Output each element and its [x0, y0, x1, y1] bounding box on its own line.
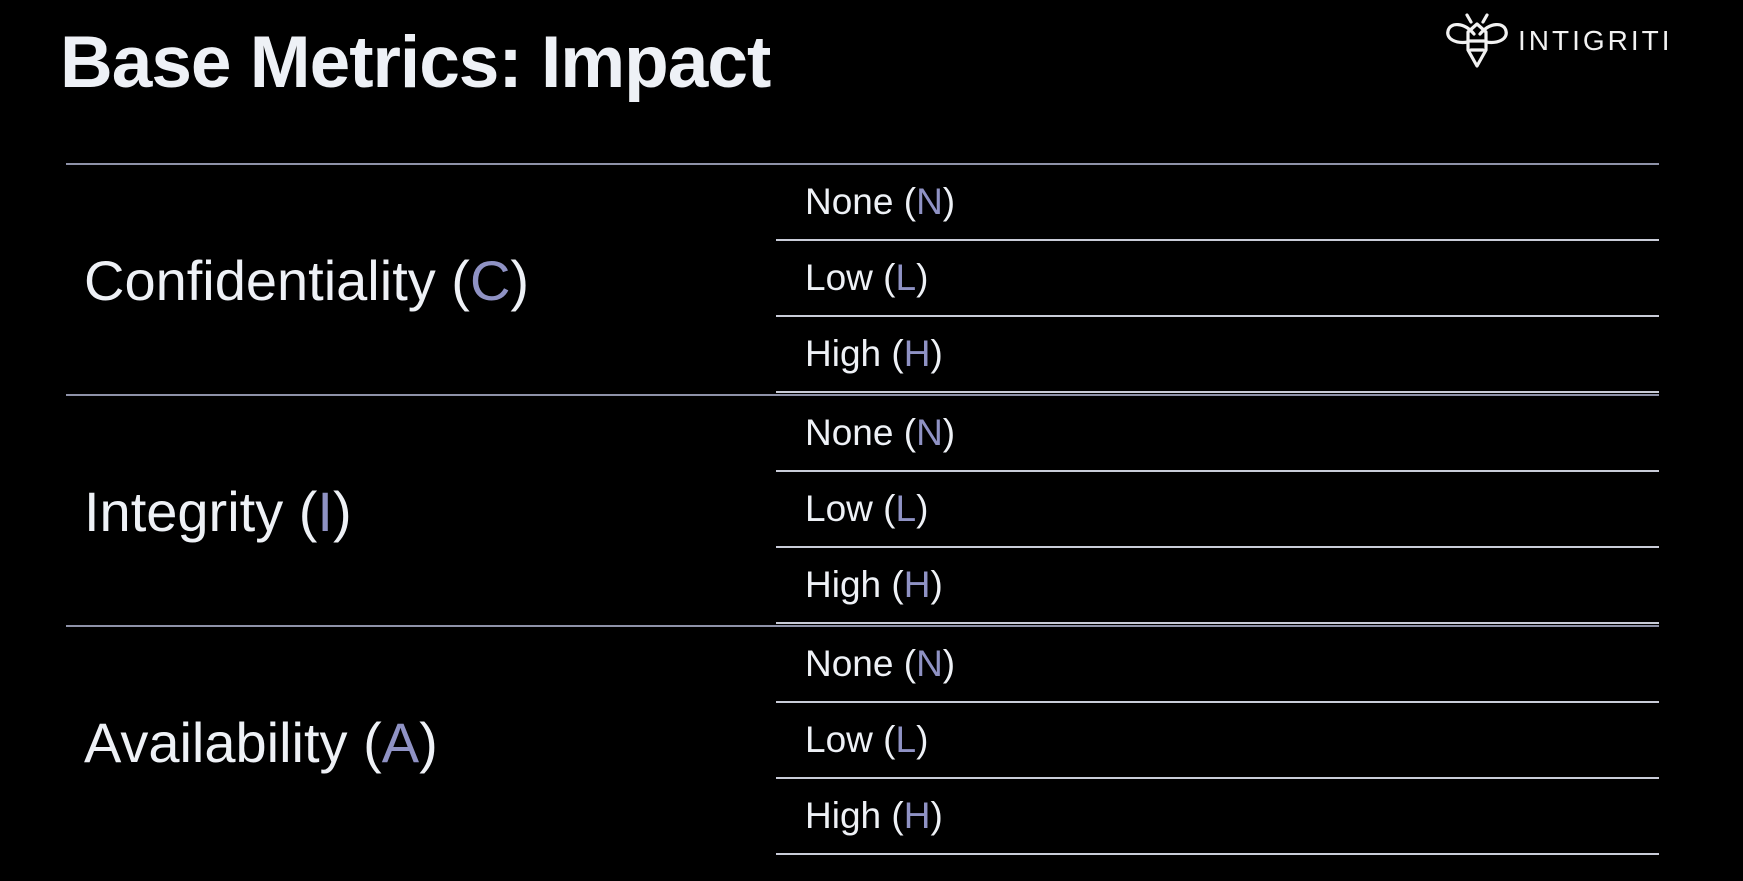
metric-group-availability: Availability (A) None (N) Low (L) High (… — [66, 627, 1659, 858]
metric-name: Confidentiality (C) — [84, 249, 530, 312]
value-text: High — [805, 333, 882, 374]
value-label: Low (L) — [805, 719, 929, 760]
metric-group-integrity: Integrity (I) None (N) Low (L) High (H) — [66, 396, 1659, 627]
value-text: Low — [805, 257, 873, 298]
value-row: None (N) — [776, 627, 1659, 703]
group-divider-rule — [66, 625, 1659, 627]
metric-group-confidentiality: Confidentiality (C) None (N) Low (L) Hig… — [66, 165, 1659, 396]
value-row: Low (L) — [776, 703, 1659, 779]
value-text: High — [805, 564, 882, 605]
metric-abbr: C — [469, 249, 511, 312]
value-label: None (N) — [805, 412, 956, 453]
value-label: None (N) — [805, 643, 956, 684]
value-abbr: H — [903, 795, 931, 836]
value-row: High (H) — [776, 317, 1659, 393]
value-row: None (N) — [776, 396, 1659, 472]
value-label: None (N) — [805, 181, 956, 222]
value-abbr: L — [895, 719, 917, 760]
bee-icon — [1446, 13, 1508, 68]
value-label: High (H) — [805, 333, 943, 374]
value-abbr: L — [895, 488, 917, 529]
value-label: Low (L) — [805, 488, 929, 529]
value-text: None — [805, 643, 894, 684]
intigriti-logo: INTIGRITI — [1444, 12, 1673, 70]
value-text: None — [805, 412, 894, 453]
table-top-rule — [66, 163, 1659, 165]
value-row: None (N) — [776, 165, 1659, 241]
metric-label: Confidentiality — [84, 249, 436, 312]
metric-label: Availability — [84, 711, 348, 774]
logo-wordmark: INTIGRITI — [1518, 25, 1673, 56]
value-text: Low — [805, 488, 873, 529]
value-abbr: H — [903, 564, 931, 605]
value-row: High (H) — [776, 779, 1659, 855]
group-divider-rule — [66, 394, 1659, 396]
slide-title: Base Metrics: Impact — [60, 22, 771, 103]
value-label: Low (L) — [805, 257, 929, 298]
metric-name: Availability (A) — [84, 711, 438, 774]
value-label: High (H) — [805, 795, 943, 836]
value-abbr: N — [916, 412, 943, 453]
value-abbr: H — [903, 333, 931, 374]
value-row: Low (L) — [776, 472, 1659, 548]
metric-name: Integrity (I) — [84, 480, 352, 543]
value-row: Low (L) — [776, 241, 1659, 317]
value-row: High (H) — [776, 548, 1659, 624]
value-label: High (H) — [805, 564, 943, 605]
metric-abbr: I — [317, 480, 333, 543]
value-abbr: N — [916, 643, 943, 684]
metric-abbr: A — [381, 711, 420, 774]
value-text: Low — [805, 719, 873, 760]
value-text: High — [805, 795, 882, 836]
value-text: None — [805, 181, 894, 222]
value-abbr: L — [895, 257, 917, 298]
metric-label: Integrity — [84, 480, 284, 543]
value-abbr: N — [916, 181, 943, 222]
